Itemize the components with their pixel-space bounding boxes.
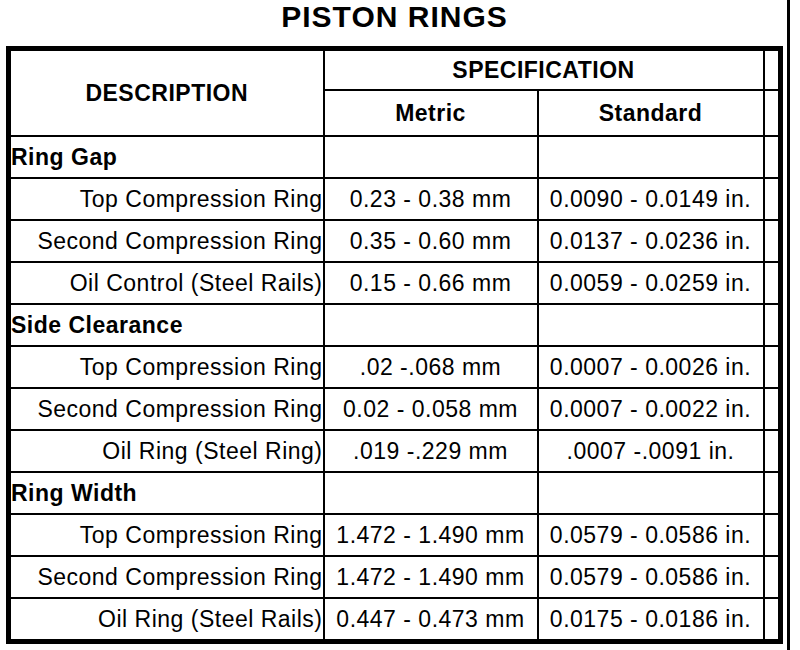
description-cell: Top Compression Ring [9,514,324,556]
piston-rings-spec-table: DESCRIPTION SPECIFICATION Metric Standar… [6,46,783,644]
spacer-cell [764,220,781,262]
standard-value-cell [538,136,764,178]
column-header-specification: SPECIFICATION [324,49,764,91]
spacer-cell [764,472,781,514]
table-row: Top Compression Ring1.472 - 1.490 mm0.05… [9,514,781,556]
metric-value-cell [324,136,538,178]
description-cell: Second Compression Ring [9,388,324,430]
standard-value-cell: .0007 -.0091 in. [538,430,764,472]
metric-value-cell: 0.23 - 0.38 mm [324,178,538,220]
table-row: Top Compression Ring0.23 - 0.38 mm0.0090… [9,178,781,220]
metric-value-cell [324,472,538,514]
description-cell: Oil Control (Steel Rails) [9,262,324,304]
metric-value-cell [324,304,538,346]
table-row: Oil Ring (Steel Rails)0.447 - 0.473 mm0.… [9,598,781,642]
standard-value-cell: 0.0579 - 0.0586 in. [538,514,764,556]
section-title-cell: Ring Gap [9,136,324,178]
spacer-cell [764,136,781,178]
spacer-cell [764,430,781,472]
table-row: Second Compression Ring1.472 - 1.490 mm0… [9,556,781,598]
standard-value-cell [538,304,764,346]
standard-value-cell: 0.0137 - 0.0236 in. [538,220,764,262]
spacer-cell [764,90,781,136]
metric-value-cell: 0.35 - 0.60 mm [324,220,538,262]
table-row: Oil Ring (Steel Ring).019 -.229 mm.0007 … [9,430,781,472]
spacer-cell [764,304,781,346]
table-row: Second Compression Ring0.35 - 0.60 mm0.0… [9,220,781,262]
column-header-metric: Metric [324,90,538,136]
metric-value-cell: 0.15 - 0.66 mm [324,262,538,304]
spacer-cell [764,178,781,220]
spacer-cell [764,262,781,304]
standard-value-cell: 0.0090 - 0.0149 in. [538,178,764,220]
spacer-cell [764,556,781,598]
metric-value-cell: 1.472 - 1.490 mm [324,556,538,598]
standard-value-cell [538,472,764,514]
description-cell: Second Compression Ring [9,220,324,262]
description-cell: Top Compression Ring [9,346,324,388]
spacer-cell [764,514,781,556]
section-title-cell: Ring Width [9,472,324,514]
table-row: Second Compression Ring0.02 - 0.058 mm0.… [9,388,781,430]
standard-value-cell: 0.0579 - 0.0586 in. [538,556,764,598]
metric-value-cell: 0.02 - 0.058 mm [324,388,538,430]
metric-value-cell: 1.472 - 1.490 mm [324,514,538,556]
section-title-cell: Side Clearance [9,304,324,346]
page-edge-line [787,0,790,650]
standard-value-cell: 0.0059 - 0.0259 in. [538,262,764,304]
description-cell: Second Compression Ring [9,556,324,598]
metric-value-cell: 0.447 - 0.473 mm [324,598,538,642]
metric-value-cell: .019 -.229 mm [324,430,538,472]
table-body: Ring GapTop Compression Ring0.23 - 0.38 … [9,136,781,642]
table-row: Oil Control (Steel Rails)0.15 - 0.66 mm0… [9,262,781,304]
spacer-cell [764,346,781,388]
section-row: Side Clearance [9,304,781,346]
description-cell: Oil Ring (Steel Ring) [9,430,324,472]
column-header-standard: Standard [538,90,764,136]
section-row: Ring Gap [9,136,781,178]
page-title: PISTON RINGS [6,1,783,33]
spacer-cell [764,49,781,91]
spacer-cell [764,598,781,642]
header-row-top: DESCRIPTION SPECIFICATION [9,49,781,91]
standard-value-cell: 0.0007 - 0.0026 in. [538,346,764,388]
description-cell: Oil Ring (Steel Rails) [9,598,324,642]
section-row: Ring Width [9,472,781,514]
standard-value-cell: 0.0007 - 0.0022 in. [538,388,764,430]
spacer-cell [764,388,781,430]
column-header-description: DESCRIPTION [9,49,324,137]
standard-value-cell: 0.0175 - 0.0186 in. [538,598,764,642]
description-cell: Top Compression Ring [9,178,324,220]
metric-value-cell: .02 -.068 mm [324,346,538,388]
table-row: Top Compression Ring.02 -.068 mm0.0007 -… [9,346,781,388]
